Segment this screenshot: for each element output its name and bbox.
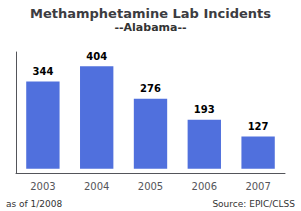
svg-text:193: 193: [194, 104, 215, 115]
svg-text:Source: EPIC/CLSS: Source: EPIC/CLSS: [212, 199, 295, 209]
svg-text:404: 404: [86, 51, 107, 62]
svg-text:344: 344: [32, 66, 53, 77]
svg-text:2007: 2007: [245, 181, 270, 192]
svg-text:276: 276: [140, 83, 161, 94]
svg-text:2003: 2003: [30, 181, 55, 192]
svg-text:--Alabama--: --Alabama--: [114, 21, 186, 34]
svg-text:Methamphetamine Lab Incidents: Methamphetamine Lab Incidents: [30, 6, 271, 21]
svg-text:2006: 2006: [192, 181, 217, 192]
svg-text:2005: 2005: [138, 181, 163, 192]
svg-text:127: 127: [248, 121, 269, 132]
svg-text:as of 1/2008: as of 1/2008: [6, 199, 63, 209]
svg-text:2004: 2004: [84, 181, 109, 192]
